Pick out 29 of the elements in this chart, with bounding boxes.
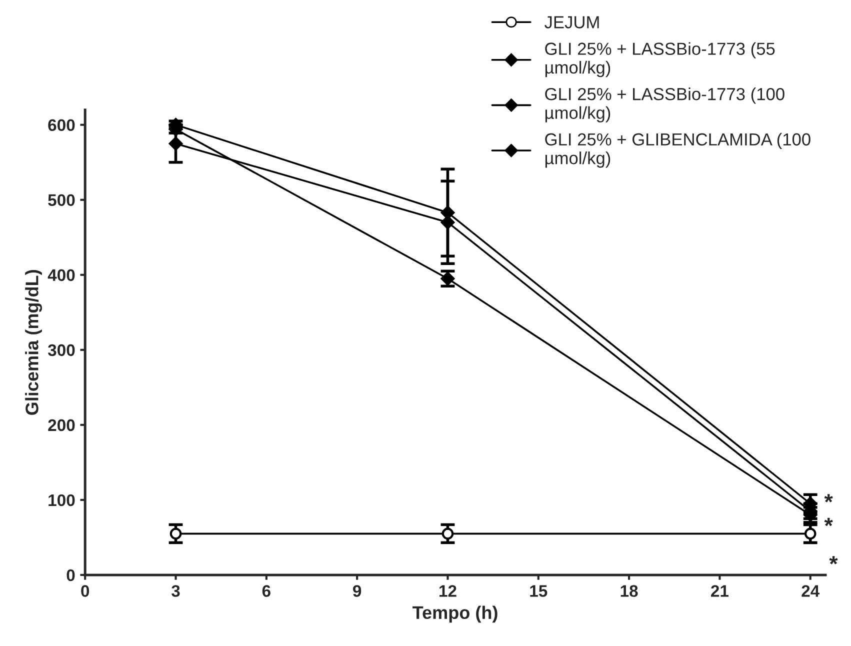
x-tick-label: 0 [81, 585, 90, 597]
legend-label: GLI 25% + LASSBio-1773 (55 µmol/kg) [545, 42, 775, 78]
x-tick-label: 12 [440, 585, 456, 597]
x-axis-title: Tempo (h) [412, 606, 498, 623]
text: * [829, 556, 838, 564]
point [168, 136, 183, 151]
y-tick-label: 500 [48, 194, 75, 206]
annotation: * [824, 494, 833, 502]
y-tick-label: 300 [48, 344, 75, 356]
point [170, 528, 182, 540]
x-tick-label: 24 [802, 585, 820, 597]
x-tick-label: 3 [172, 585, 180, 597]
point [442, 528, 454, 540]
y-tick-label: 600 [48, 119, 75, 132]
y-axis-title: Glicemia (mg/dL) [25, 270, 42, 415]
legend-label: GLI 25% + GLIBENCLAMIDA (100 µmol/kg) [545, 132, 810, 168]
legend-label: GLI 25% + LASSBio-1773 (100 µmol/kg) [545, 88, 784, 122]
y-tick-label: 100 [48, 494, 75, 506]
x-tick-label: 9 [353, 585, 362, 597]
point [804, 528, 816, 540]
x-tick-label: 21 [711, 585, 729, 597]
y-tick-label: 400 [48, 269, 75, 282]
y-tick-label: 200 [48, 419, 75, 432]
x-tick-label: 18 [620, 585, 638, 597]
annotation: * [824, 518, 833, 526]
legend-label: JEJUM [544, 16, 599, 28]
x-tick-label: 15 [530, 585, 548, 597]
y-tick-label: 0 [66, 569, 75, 582]
x-tick-label: 6 [262, 585, 270, 597]
